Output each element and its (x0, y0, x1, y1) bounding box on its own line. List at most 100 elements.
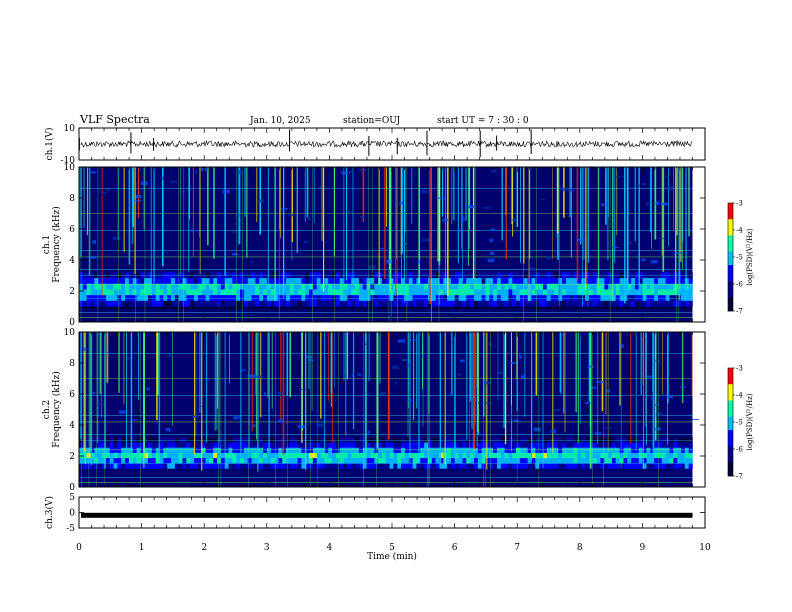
ch2-spectrogram-band-cell (144, 447, 149, 454)
ch2-spectrogram-band-cell (404, 447, 410, 454)
ch2-spectrogram-band-cell (213, 442, 218, 449)
ch1-spectrogram-band-cell (125, 289, 130, 296)
ch2-spectrogram-band-cell (259, 452, 264, 459)
ch1-spectrogram-band-cell (477, 295, 482, 302)
ch2-spectrogram-band-cell (631, 463, 636, 469)
ch2-spectrogram-band-cell (366, 437, 371, 443)
ch1-spectrogram-band-cell (466, 278, 471, 285)
ch1-spectrogram-colorbar-cell (728, 273, 733, 277)
ch1-spectrogram-texture (346, 210, 352, 214)
ch2-spectrogram-band-cell (642, 442, 647, 449)
ch1-spectrogram-band-cell (113, 289, 118, 296)
ch2-spectrogram-band-cell (320, 463, 325, 469)
ch1-spectrogram-band-cell (627, 283, 632, 290)
ch1-spectrogram-band-cell (358, 289, 364, 296)
ch2-spectrogram-band-cell (190, 458, 195, 464)
ch2-spectrogram-band-cell (608, 452, 613, 459)
ch2-spectrogram-band-cell (151, 442, 156, 449)
ch2-spectrogram-band-cell (657, 463, 663, 469)
ch2-spectrogram-band-cell (577, 437, 582, 443)
ch1-spectrogram-texture (489, 238, 494, 243)
ch1-waveform-ytick-1: -10 (61, 156, 76, 166)
ch2-spectrogram-band-cell (378, 442, 383, 449)
ch1-spectrogram-band-cell (531, 289, 536, 296)
ch1-spectrogram-band-cell (539, 295, 544, 302)
ch1-spectrogram-band-cell (194, 283, 199, 290)
ch2-spectrogram-band-cell (393, 458, 398, 464)
ch1-spectrogram-band-cell (228, 289, 233, 296)
ch1-spectrogram-band-cell (297, 300, 302, 307)
ch1-spectrogram-band-cell (458, 283, 463, 290)
ch2-spectrogram-band-cell (470, 442, 475, 449)
ch2-spectrogram-band-cell (343, 463, 348, 469)
ch1-spectrogram-band-cell (243, 289, 249, 296)
ch1-spectrogram-band-cell (312, 300, 318, 307)
ch2-spectrogram-band-cell (332, 442, 337, 449)
ch1-spectrogram-band-cell (186, 283, 191, 290)
ch2-spectrogram-band-cell (155, 463, 160, 469)
ch1-spectrogram-band-cell (316, 289, 321, 296)
ch2-spectrogram-colorbar-cell (728, 459, 733, 463)
ch2-spectrogram-band-cell (270, 447, 275, 454)
ch2-spectrogram-band-cell (535, 452, 540, 459)
ch2-spectrogram-texture (367, 430, 370, 435)
ch1-spectrogram-texture (170, 180, 178, 183)
ch1-spectrogram-band-cell (462, 278, 467, 285)
ch1-spectrogram-band-cell (167, 283, 172, 290)
ch1-spectrogram-band-cell (197, 295, 202, 302)
ch2-spectrogram-band-cell (171, 442, 176, 449)
ch1-spectrogram-band-cell (247, 295, 252, 302)
ch2-spectrogram-band-cell (420, 458, 425, 464)
ch2-spectrogram-band-cell (516, 463, 521, 469)
ch2-spectrogram-band-cell (569, 463, 574, 469)
ch1-spectrogram-band-cell (447, 283, 452, 290)
ch2-spectrogram-band-cell (642, 452, 647, 459)
ch2-spectrogram-texture (593, 420, 598, 423)
ch2-spectrogram-ytick-5: 10 (64, 328, 76, 338)
ch1-spectrogram-band-cell (512, 278, 517, 285)
ch2-spectrogram-band-cell (240, 437, 245, 443)
ch1-spectrogram-colorbar-cell (728, 230, 733, 233)
ch2-spectrogram-band-cell (473, 442, 479, 449)
ch2-spectrogram-colorbar-cell (728, 473, 733, 477)
ch2-spectrogram-colorbar-tick-2: -5 (736, 419, 743, 427)
ch2-spectrogram-band-cell (79, 458, 84, 464)
ch2-spectrogram-band-cell (347, 458, 352, 464)
ch2-spectrogram-band-cell (389, 452, 394, 459)
ch1-spectrogram-texture (135, 194, 142, 199)
ch3-waveform-ytick-2: -5 (66, 524, 75, 534)
start-ut-label: start UT = 7 : 30 : 0 (437, 116, 529, 126)
ch2-spectrogram-band-cell (335, 442, 341, 449)
ch1-spectrogram-band-cell (255, 295, 260, 302)
ch1-spectrogram-band-cell (493, 300, 498, 307)
ch2-spectrogram-band-cell (439, 447, 444, 454)
ch2-spectrogram-band-cell (427, 463, 433, 469)
ch1-spectrogram-band-cell (454, 283, 459, 290)
ch2-spectrogram-band-cell (148, 447, 153, 454)
ch2-spectrogram-colorbar-cell (728, 435, 733, 439)
ch1-spectrogram-band-cell (504, 300, 509, 307)
ch1-spectrogram-band-cell (519, 300, 525, 307)
ch2-spectrogram-band-cell (213, 463, 218, 469)
ch2-spectrogram-band-cell (347, 442, 352, 449)
ch1-spectrogram-band-cell (546, 283, 551, 290)
ch2-spectrogram-band-cell (389, 463, 394, 469)
ch1-spectrogram-band-cell (236, 300, 241, 307)
ch1-spectrogram-band-cell (171, 300, 176, 307)
ch1-spectrogram-texture (160, 176, 164, 181)
ch2-spectrogram-band-cell (163, 463, 168, 469)
ch2-spectrogram-band-cell (263, 442, 268, 449)
ch2-spectrogram-texture (278, 419, 285, 423)
ch2-spectrogram-band-cell (684, 463, 689, 469)
ch1-spectrogram-band-cell (592, 278, 597, 285)
ch2-spectrogram-band-cell (201, 452, 206, 459)
ch2-spectrogram-band-cell (132, 463, 137, 469)
ch1-spectrogram-band-cell (470, 289, 475, 296)
ch2-spectrogram-band-cell (573, 437, 578, 443)
ch2-spectrogram-band-cell (673, 452, 678, 459)
ch1-spectrogram-band-cell (270, 300, 275, 307)
ch1-spectrogram-band-cell (316, 278, 321, 285)
ch1-spectrogram-band-cell (439, 283, 444, 290)
ch1-spectrogram-colorbar-cell (728, 251, 733, 255)
